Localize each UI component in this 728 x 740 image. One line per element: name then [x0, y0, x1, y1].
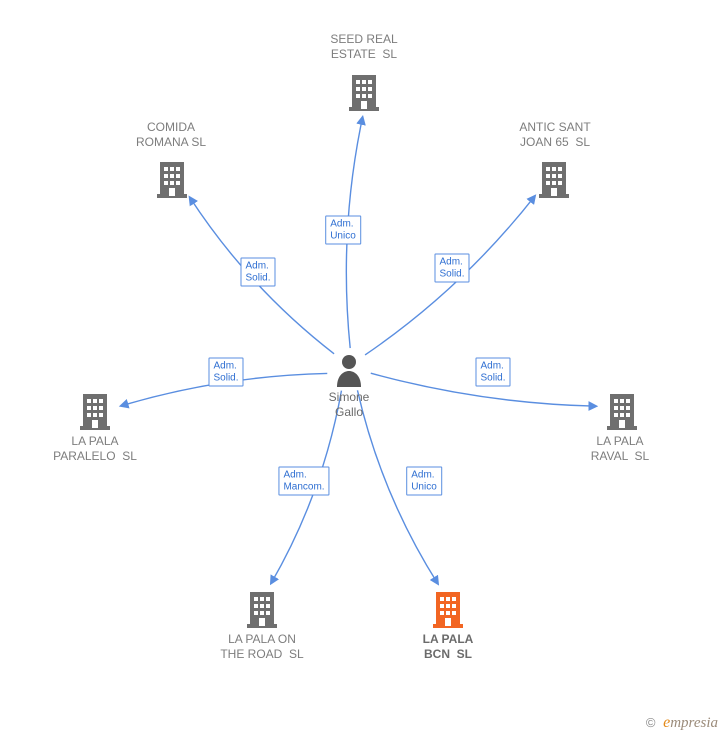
node-label: LA PALA ON THE ROAD SL [220, 632, 303, 662]
center-node-label: Simone Gallo [329, 390, 370, 420]
edge-label: Adm. Unico [406, 467, 442, 496]
copyright-symbol: © [646, 715, 656, 730]
edge-label: Adm. Mancom. [278, 467, 329, 496]
building-icon [78, 390, 112, 430]
node-label: LA PALA BCN SL [423, 632, 474, 662]
network-diagram: Simone Gallo SEED REAL ESTATE SL ANTIC S… [0, 0, 728, 740]
node-label: LA PALA RAVAL SL [591, 434, 649, 464]
building-icon [155, 158, 189, 198]
node-label: COMIDA ROMANA SL [136, 120, 206, 150]
building-icon [431, 588, 465, 628]
edge-label: Adm. Solid. [240, 258, 275, 287]
edge-label: Adm. Solid. [475, 358, 510, 387]
building-icon [347, 71, 381, 111]
node-label: SEED REAL ESTATE SL [330, 32, 397, 62]
edge-label: Adm. Solid. [434, 254, 469, 283]
building-icon [245, 588, 279, 628]
footer-attribution: © empresia [646, 714, 718, 732]
edge-label: Adm. Unico [325, 216, 361, 245]
person-icon [334, 353, 364, 387]
building-icon [537, 158, 571, 198]
node-label: ANTIC SANT JOAN 65 SL [519, 120, 590, 150]
edge-label: Adm. Solid. [208, 358, 243, 387]
node-label: LA PALA PARALELO SL [53, 434, 137, 464]
building-icon [605, 390, 639, 430]
brand-rest: mpresia [670, 715, 718, 731]
